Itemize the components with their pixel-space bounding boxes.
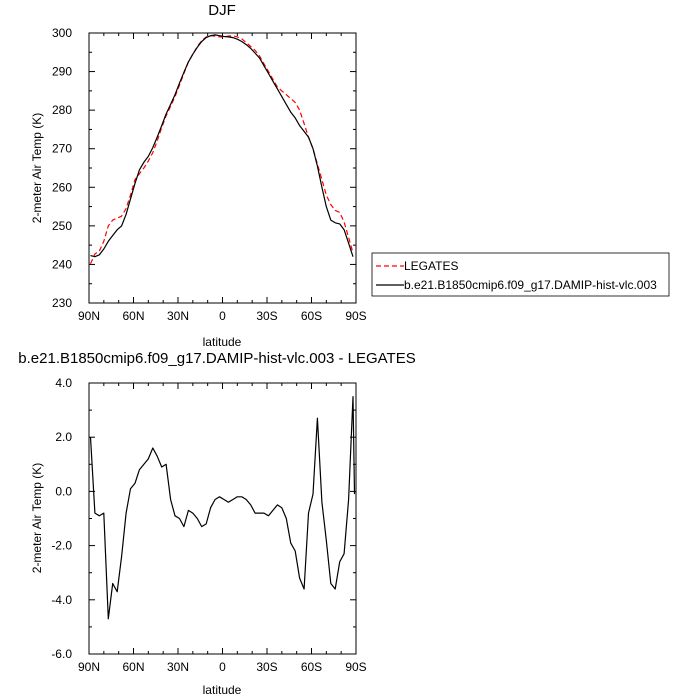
top-x-tick-label: 0 [219, 309, 226, 323]
bottom-y-tick-label: -2.0 [51, 539, 72, 553]
top-x-tick-label: 90N [78, 309, 100, 323]
legend: LEGATES b.e21.B1850cmip6.f09_g17.DAMIP-h… [371, 252, 670, 297]
top-x-tick-label: 90S [345, 309, 366, 323]
top-x-tick-label: 60N [122, 309, 144, 323]
bottom-x-tick-label: 90S [345, 660, 366, 674]
legend-box [371, 252, 670, 297]
bottom-y-tick-label: -6.0 [51, 647, 72, 661]
top-y-tick-label: 250 [52, 219, 72, 233]
top-y-tick-label: 280 [52, 103, 72, 117]
bottom-series-line-difference [89, 396, 356, 620]
top-y-tick-label: 240 [52, 257, 72, 271]
bottom-x-tick-label: 30S [256, 660, 277, 674]
top-y-tick-label: 260 [52, 180, 72, 194]
top-x-tick-label: 30S [256, 309, 277, 323]
bottom-y-tick-label: -4.0 [51, 593, 72, 607]
bottom-series [89, 396, 356, 620]
bottom-x-tick-label: 0 [219, 660, 226, 674]
top-chart-title: DJF [208, 2, 236, 19]
top-plot-frame [88, 32, 357, 304]
top-series-line-model [90, 34, 354, 258]
bottom-y-tick-label: 2.0 [55, 430, 72, 444]
bottom-chart-title: b.e21.B1850cmip6.f09_g17.DAMIP-hist-vlc.… [18, 350, 415, 367]
top-chart: DJF 90N 60N 30N 0 30S 60S 90S 230 240 250 260 270 28… [30, 2, 670, 349]
top-y-tick-label: 290 [52, 65, 72, 79]
legend-label-model: b.e21.B1850cmip6.f09_g17.DAMIP-hist-vlc.… [404, 278, 657, 292]
bottom-x-tick-label: 60S [301, 660, 322, 674]
top-x-axis-label: latitude [203, 335, 242, 349]
bottom-x-tick-label: 30N [167, 660, 189, 674]
top-y-tick-label: 270 [52, 142, 72, 156]
top-y-axis-label: 2-meter Air Temp (K) [30, 113, 44, 223]
bottom-x-tick-label: 60N [122, 660, 144, 674]
top-ticks: 90N 60N 30N 0 30S 60S 90S 230 240 250 260 270 280 290… [52, 26, 367, 323]
top-x-tick-label: 30N [167, 309, 189, 323]
bottom-x-tick-label: 90N [78, 660, 100, 674]
bottom-x-axis-label: latitude [203, 683, 242, 697]
legend-label-legates: LEGATES [404, 259, 458, 273]
top-y-tick-label: 300 [52, 26, 72, 40]
bottom-plot-frame [88, 382, 357, 655]
bottom-y-tick-label: 4.0 [55, 376, 72, 390]
top-series [89, 34, 354, 264]
bottom-y-tick-label: 0.0 [55, 484, 72, 498]
top-x-tick-label: 60S [301, 309, 322, 323]
bottom-y-axis-label: 2-meter Air Temp (K) [30, 463, 44, 573]
bottom-chart: b.e21.B1850cmip6.f09_g17.DAMIP-hist-vlc.… [18, 350, 415, 697]
bottom-ticks: 90N 60N 30N 0 30S 60S 90S -6.0 -4.0 -2.0 0.0 2.0 4.0 [51, 376, 366, 674]
top-y-tick-label: 230 [52, 296, 72, 310]
